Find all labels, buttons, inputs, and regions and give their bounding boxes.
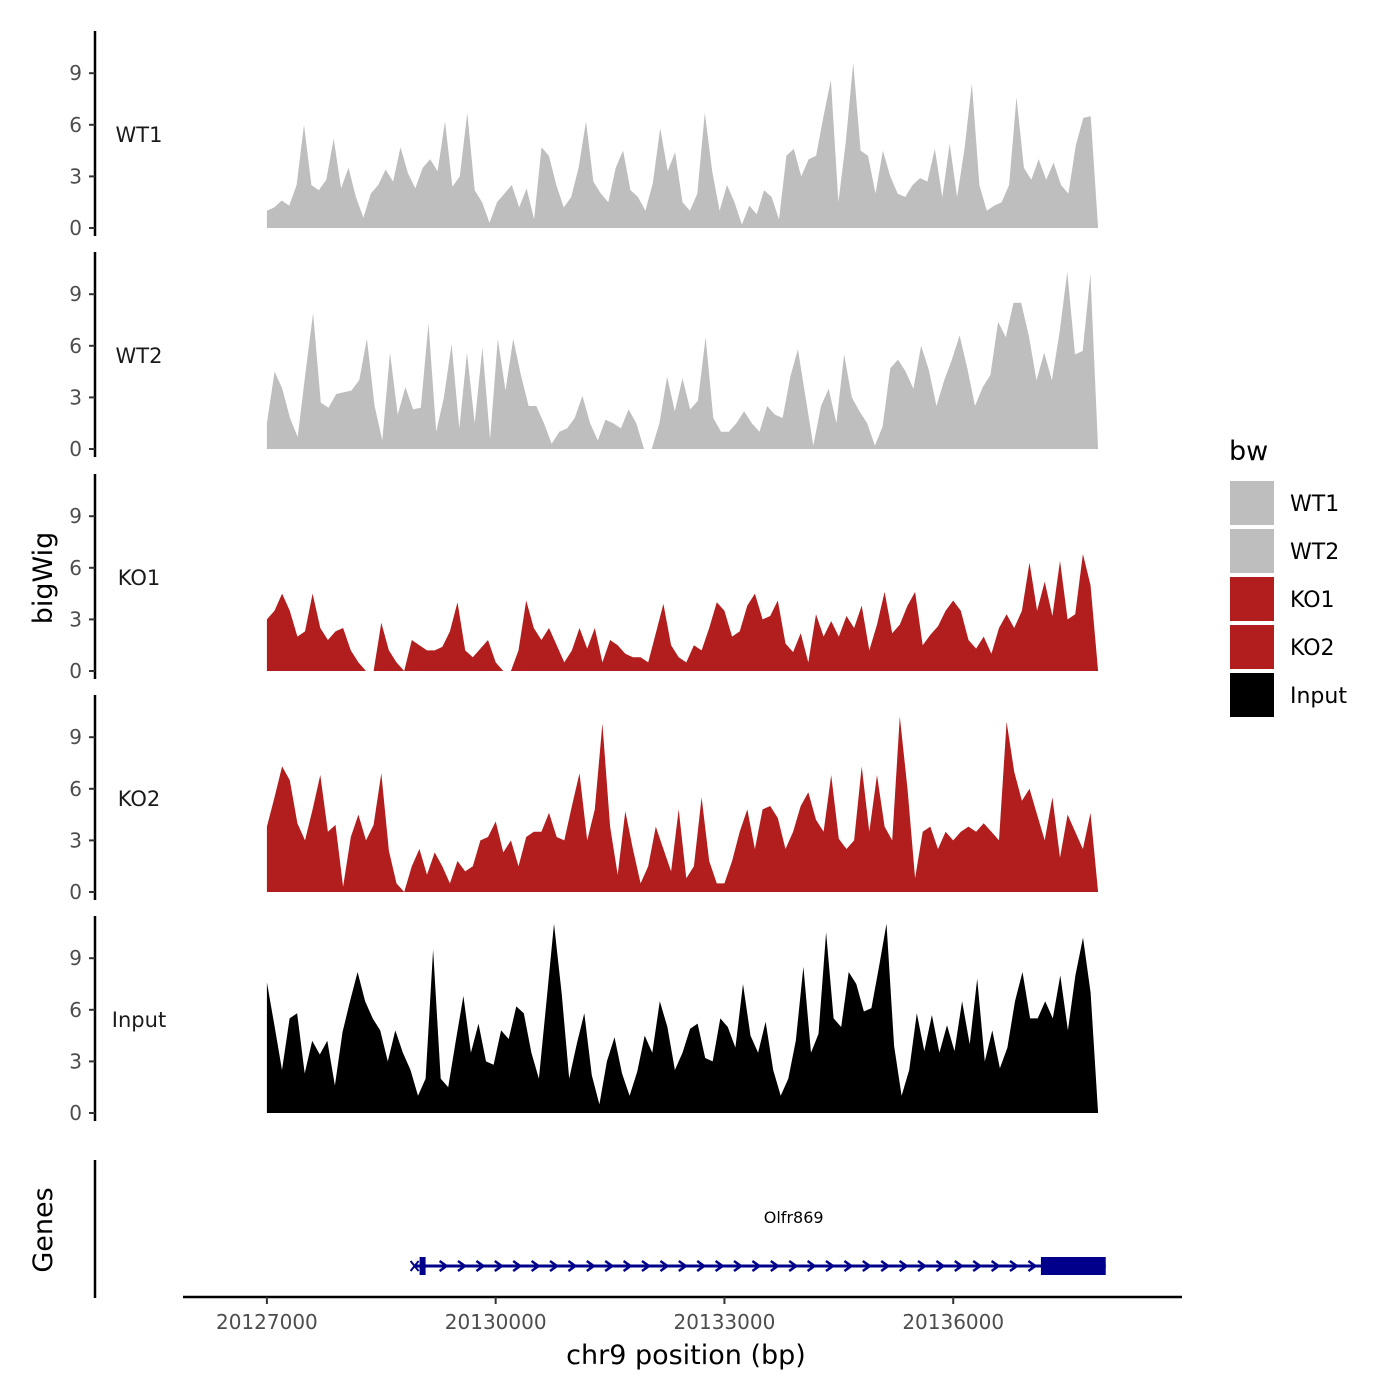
gene-label: Olfr869 — [764, 1208, 824, 1227]
y-tick-label: 6 — [69, 556, 82, 580]
strand-arrow-icon — [678, 1259, 688, 1273]
strand-arrow-icon — [770, 1259, 780, 1273]
strand-arrow-icon — [494, 1259, 504, 1273]
gene-olfr869: Olfr869 — [409, 1208, 1106, 1275]
genes-axis-title: Genes — [28, 1187, 59, 1272]
track-ko1: 0 3 6 9 KO1 — [69, 474, 1099, 683]
track-ko2: 0 3 6 9 KO2 — [69, 695, 1099, 904]
strand-arrow-icon — [475, 1259, 486, 1273]
legend-swatch-ko2 — [1230, 625, 1274, 669]
strand-arrow-icon — [1009, 1259, 1020, 1273]
strand-arrow-icon — [990, 1259, 1001, 1273]
legend-label-ko1: KO1 — [1290, 588, 1335, 613]
gene-thick-exon — [1040, 1257, 1106, 1275]
y-tick-label: 3 — [69, 607, 82, 631]
legend-swatch-input — [1230, 673, 1274, 717]
x-tick-label: 20127000 — [216, 1310, 318, 1334]
strand-arrow-icon — [751, 1259, 762, 1273]
y-tick-label: 6 — [69, 777, 82, 801]
legend-label-ko2: KO2 — [1290, 636, 1335, 661]
x-tick-label: 20133000 — [674, 1310, 776, 1334]
legend: bw WT1 WT2 KO1 KO2 Input — [1229, 436, 1347, 717]
y-axis-title: bigWig — [28, 532, 59, 625]
legend-label-input: Input — [1290, 684, 1347, 709]
y-tick-label: 3 — [69, 828, 82, 852]
strand-arrow-icon — [954, 1259, 964, 1273]
x-tick-label: 20130000 — [445, 1310, 547, 1334]
strand-arrow-icon — [512, 1259, 523, 1273]
track-label-input: Input — [112, 1008, 166, 1032]
legend-title: bw — [1229, 436, 1268, 467]
y-tick-label: 6 — [69, 113, 82, 137]
strand-arrow-icon — [843, 1259, 854, 1273]
track-input: 0 3 6 9 Input — [69, 916, 1099, 1125]
strand-arrow-icon — [586, 1259, 596, 1273]
strand-arrow-icon — [714, 1259, 725, 1273]
x-tick-label: 20136000 — [902, 1310, 1004, 1334]
area-ko1 — [266, 554, 1099, 671]
legend-label-wt2: WT2 — [1290, 540, 1339, 565]
strand-arrow-icon — [862, 1259, 872, 1273]
track-label-wt2: WT2 — [116, 344, 163, 368]
y-tick-label: 0 — [69, 437, 82, 461]
track-label-wt1: WT1 — [116, 123, 163, 147]
legend-label-wt1: WT1 — [1290, 492, 1339, 517]
y-tick-label: 0 — [69, 880, 82, 904]
area-input — [266, 923, 1099, 1113]
area-ko2 — [266, 716, 1099, 892]
y-tick-label: 9 — [69, 725, 82, 749]
strand-arrow-icon — [549, 1259, 560, 1273]
track-label-ko1: KO1 — [118, 566, 161, 590]
strand-arrow-icon — [457, 1259, 468, 1273]
strand-arrow-icon — [898, 1259, 909, 1273]
y-tick-label: 0 — [69, 216, 82, 240]
y-tick-label: 9 — [69, 61, 82, 85]
x-axis-title: chr9 position (bp) — [566, 1340, 806, 1371]
strand-arrow-icon — [935, 1259, 946, 1273]
strand-arrow-icon — [788, 1259, 799, 1273]
gene-start-exon — [419, 1257, 426, 1275]
y-tick-label: 9 — [69, 946, 82, 970]
strand-arrow-icon — [622, 1259, 633, 1273]
y-tick-label: 3 — [69, 164, 82, 188]
y-tick-label: 0 — [69, 659, 82, 683]
strand-arrow-icon — [1027, 1259, 1038, 1273]
strand-arrow-icon — [530, 1259, 541, 1273]
y-tick-label: 0 — [69, 1101, 82, 1125]
strand-arrow-icon — [696, 1259, 707, 1273]
y-tick-label: 3 — [69, 1049, 82, 1073]
track-wt1: 0 3 6 9 WT1 — [69, 31, 1099, 240]
y-tick-label: 3 — [69, 385, 82, 409]
signal-tracks: 0 3 6 9 WT1 0 3 6 9 WT2 0 3 6 9 KO1 0 3 6 9 KO2 0 3 6 9 Input — [69, 31, 1099, 1125]
strand-arrow-icon — [567, 1259, 578, 1273]
gene-start-marker-icon — [409, 1260, 420, 1272]
strand-arrow-icon — [880, 1259, 891, 1273]
x-axis: 20127000 20130000 20133000 20136000 — [183, 1295, 1182, 1334]
legend-swatch-wt2 — [1230, 529, 1274, 573]
area-wt1 — [266, 62, 1099, 229]
strand-arrow-icon — [641, 1259, 652, 1273]
legend-swatch-ko1 — [1230, 577, 1274, 621]
gene-panel: Olfr869 — [93, 1160, 1106, 1298]
strand-arrow-icon — [917, 1259, 928, 1273]
strand-arrow-icon — [972, 1259, 983, 1273]
y-tick-label: 6 — [69, 998, 82, 1022]
y-tick-label: 9 — [69, 282, 82, 306]
y-tick-label: 6 — [69, 334, 82, 358]
strand-arrow-icon — [825, 1259, 836, 1273]
strand-arrow-icon — [659, 1259, 670, 1273]
strand-arrow-icon — [604, 1259, 615, 1273]
strand-arrow-icon — [806, 1259, 817, 1273]
track-wt2: 0 3 6 9 WT2 — [69, 252, 1099, 461]
strand-arrow-icon — [733, 1259, 744, 1273]
track-label-ko2: KO2 — [118, 787, 161, 811]
strand-arrow-icon — [438, 1259, 449, 1273]
legend-swatch-wt1 — [1230, 481, 1274, 525]
y-tick-label: 9 — [69, 504, 82, 528]
area-wt2 — [266, 271, 1099, 449]
